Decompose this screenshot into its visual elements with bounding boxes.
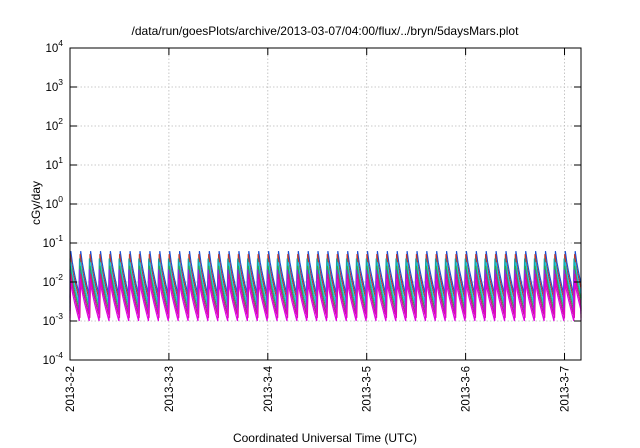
y-tick-label: 100	[45, 194, 63, 211]
chart-title: /data/run/goesPlots/archive/2013-03-07/0…	[132, 24, 520, 38]
x-axis-title: Coordinated Universal Time (UTC)	[233, 431, 417, 445]
y-tick-label: 10-4	[43, 350, 64, 367]
y-tick-label: 101	[45, 155, 63, 172]
y-tick-label: 10-3	[43, 311, 64, 328]
series-line	[69, 278, 582, 322]
y-tick-label: 103	[45, 77, 63, 94]
x-tick-label: 2013-3-4	[263, 365, 275, 412]
axes: 10-4 10-3 10-2 10-1 100 101 102 103 104 2013-3-2 2…	[43, 38, 581, 412]
y-axis-title: cGy/day	[29, 181, 43, 225]
x-tick-label: 2013-3-2	[65, 366, 77, 412]
x-tick-label: 2013-3-3	[164, 366, 176, 412]
x-tick-label: 2013-3-5	[362, 366, 374, 412]
y-tick-label: 10-2	[43, 272, 64, 289]
x-tick-label: 2013-3-7	[560, 366, 572, 412]
y-tick-label: 102	[45, 116, 63, 133]
plot-frame	[69, 47, 582, 361]
x-tick-label: 2013-3-6	[461, 366, 473, 412]
y-tick-label: 10-1	[43, 233, 64, 250]
series-lines	[69, 251, 582, 322]
y-tick-label: 104	[45, 38, 63, 55]
